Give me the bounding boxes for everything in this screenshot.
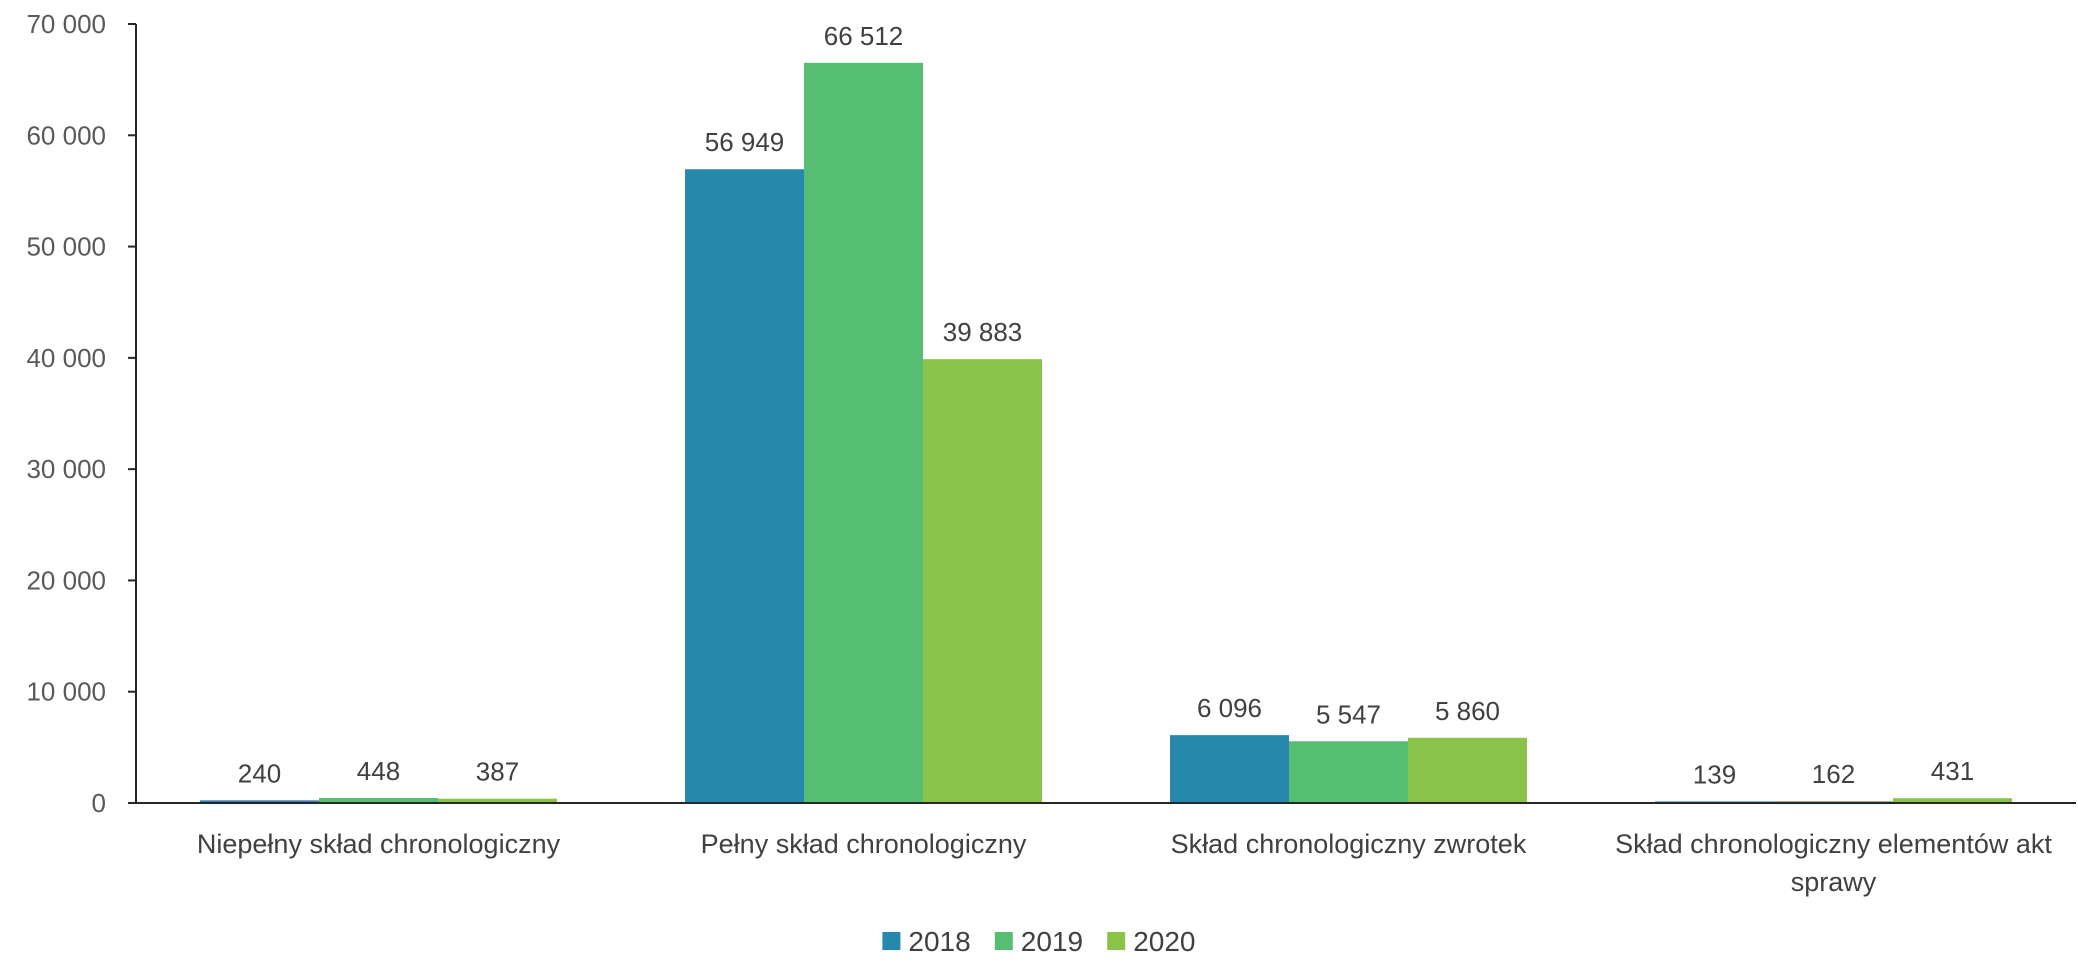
legend-label: 2020 <box>1133 926 1195 957</box>
data-label: 56 949 <box>705 127 785 157</box>
y-tick-label: 0 <box>92 788 106 818</box>
data-labels: 240 448 387 56 949 66 512 39 883 6 096 5 547 5 8… <box>238 21 1974 790</box>
y-tick-label: 30 000 <box>26 454 106 484</box>
x-axis-category-labels: Niepełny skład chronologiczny Pełny skład… <box>197 829 2052 897</box>
bar-2020-3 <box>1408 737 1527 803</box>
bar-2019-2 <box>804 62 923 803</box>
data-label: 5 547 <box>1316 699 1381 729</box>
bar-2020-1 <box>438 798 557 803</box>
y-tick-label: 70 000 <box>26 9 106 39</box>
y-tick-label: 60 000 <box>26 120 106 150</box>
x-category-label: Skład chronologiczny zwrotek <box>1171 829 1527 859</box>
y-tick-label: 10 000 <box>26 677 106 707</box>
bar-2019-3 <box>1289 741 1408 803</box>
data-label: 39 883 <box>943 317 1023 347</box>
legend-swatch-2018 <box>882 932 901 950</box>
y-tick-label: 20 000 <box>26 565 106 595</box>
legend-label: 2019 <box>1021 926 1083 957</box>
bar-2018-3 <box>1170 735 1289 803</box>
data-label: 5 860 <box>1435 696 1500 726</box>
bar-2019-1 <box>319 798 438 803</box>
legend-label: 2018 <box>908 926 970 957</box>
x-category-label: sprawy <box>1791 867 1877 897</box>
x-category-label: Niepełny skład chronologiczny <box>197 829 561 859</box>
bars <box>200 62 2012 803</box>
data-label: 6 096 <box>1197 693 1262 723</box>
y-tick-label: 50 000 <box>26 232 106 262</box>
bar-2018-2 <box>685 169 804 803</box>
data-label: 240 <box>238 758 281 788</box>
legend-swatch-2019 <box>994 932 1013 950</box>
y-axis-ticks: 0 10 000 20 000 30 000 40 000 50 000 60 000 70 … <box>26 9 136 818</box>
bar-2018-1 <box>200 800 319 803</box>
y-tick-label: 40 000 <box>26 343 106 373</box>
legend: 2018 2019 2020 <box>882 926 1195 957</box>
data-label: 139 <box>1693 759 1736 789</box>
data-label: 387 <box>476 757 519 787</box>
data-label: 431 <box>1931 756 1974 786</box>
bar-2020-2 <box>923 359 1042 803</box>
legend-swatch-2020 <box>1107 932 1126 950</box>
x-category-label: Skład chronologiczny elementów akt <box>1615 829 2052 859</box>
data-label: 66 512 <box>824 21 904 51</box>
bar-2020-4 <box>1893 798 2012 803</box>
data-label: 162 <box>1812 759 1855 789</box>
data-label: 448 <box>357 756 400 786</box>
x-category-label: Pełny skład chronologiczny <box>701 829 1027 859</box>
